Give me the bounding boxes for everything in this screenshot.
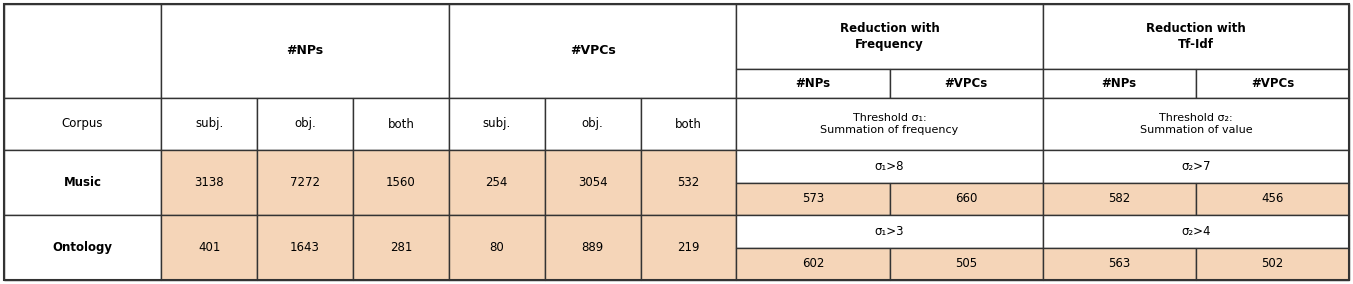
- Bar: [736, 248, 889, 280]
- Bar: [640, 215, 736, 280]
- Text: σ₂>7: σ₂>7: [1181, 160, 1211, 173]
- Text: #NPs: #NPs: [796, 77, 831, 90]
- Text: subj.: subj.: [195, 118, 223, 131]
- Text: 532: 532: [678, 176, 700, 189]
- Bar: [161, 98, 257, 151]
- Text: 7272: 7272: [290, 176, 319, 189]
- Text: 219: 219: [678, 241, 700, 254]
- Bar: [736, 151, 1043, 183]
- Text: #VPCs: #VPCs: [944, 77, 988, 90]
- Bar: [4, 4, 161, 98]
- Bar: [889, 183, 1043, 215]
- Bar: [736, 4, 1043, 69]
- Text: 602: 602: [802, 257, 824, 270]
- Text: obj.: obj.: [582, 118, 603, 131]
- Bar: [353, 215, 449, 280]
- Text: 573: 573: [802, 193, 824, 206]
- Bar: [640, 98, 736, 151]
- Bar: [4, 215, 161, 280]
- Text: Reduction with
Frequency: Reduction with Frequency: [840, 22, 939, 51]
- Text: subj.: subj.: [483, 118, 511, 131]
- Text: 582: 582: [1108, 193, 1130, 206]
- Bar: [640, 151, 736, 215]
- Text: #NPs: #NPs: [287, 44, 323, 57]
- Bar: [736, 69, 889, 98]
- Text: both: both: [675, 118, 702, 131]
- Text: 3054: 3054: [578, 176, 607, 189]
- Bar: [449, 4, 736, 98]
- Bar: [353, 151, 449, 215]
- Text: 1643: 1643: [290, 241, 319, 254]
- Bar: [1196, 183, 1349, 215]
- Text: 456: 456: [1261, 193, 1284, 206]
- Text: σ₁>3: σ₁>3: [875, 225, 904, 238]
- Bar: [161, 215, 257, 280]
- Bar: [1196, 248, 1349, 280]
- Text: both: both: [387, 118, 414, 131]
- Text: Ontology: Ontology: [53, 241, 112, 254]
- Text: σ₁>8: σ₁>8: [875, 160, 904, 173]
- Bar: [1043, 151, 1349, 183]
- Bar: [1196, 69, 1349, 98]
- Bar: [161, 4, 449, 98]
- Text: Music: Music: [64, 176, 101, 189]
- Bar: [736, 98, 1043, 151]
- Bar: [353, 98, 449, 151]
- Bar: [545, 215, 640, 280]
- Bar: [257, 215, 353, 280]
- Bar: [1043, 183, 1196, 215]
- Bar: [449, 98, 545, 151]
- Text: 563: 563: [1108, 257, 1130, 270]
- Text: 80: 80: [490, 241, 505, 254]
- Text: #NPs: #NPs: [1101, 77, 1137, 90]
- Bar: [545, 98, 640, 151]
- Bar: [545, 151, 640, 215]
- Text: 281: 281: [390, 241, 413, 254]
- Bar: [1043, 98, 1349, 151]
- Bar: [4, 98, 161, 151]
- Text: 254: 254: [486, 176, 507, 189]
- Text: 3138: 3138: [195, 176, 223, 189]
- Bar: [736, 215, 1043, 248]
- Bar: [161, 151, 257, 215]
- Bar: [1043, 69, 1196, 98]
- Bar: [449, 151, 545, 215]
- Text: #VPCs: #VPCs: [1250, 77, 1293, 90]
- Text: Reduction with
Tf-Idf: Reduction with Tf-Idf: [1146, 22, 1246, 51]
- Bar: [4, 151, 161, 215]
- Bar: [889, 248, 1043, 280]
- Bar: [736, 183, 889, 215]
- Bar: [1043, 248, 1196, 280]
- Text: 401: 401: [198, 241, 221, 254]
- Text: Threshold σ₂:
Summation of value: Threshold σ₂: Summation of value: [1139, 113, 1252, 135]
- Bar: [1043, 4, 1349, 69]
- Text: 660: 660: [955, 193, 977, 206]
- Text: 505: 505: [955, 257, 977, 270]
- Text: 1560: 1560: [386, 176, 415, 189]
- Text: #VPCs: #VPCs: [570, 44, 616, 57]
- Text: Corpus: Corpus: [62, 118, 103, 131]
- Bar: [449, 215, 545, 280]
- Text: obj.: obj.: [294, 118, 315, 131]
- Text: 502: 502: [1261, 257, 1284, 270]
- Text: Threshold σ₁:
Summation of frequency: Threshold σ₁: Summation of frequency: [820, 113, 959, 135]
- Text: 889: 889: [582, 241, 603, 254]
- Text: σ₂>4: σ₂>4: [1181, 225, 1211, 238]
- Bar: [889, 69, 1043, 98]
- Bar: [257, 98, 353, 151]
- Bar: [1043, 215, 1349, 248]
- Bar: [257, 151, 353, 215]
